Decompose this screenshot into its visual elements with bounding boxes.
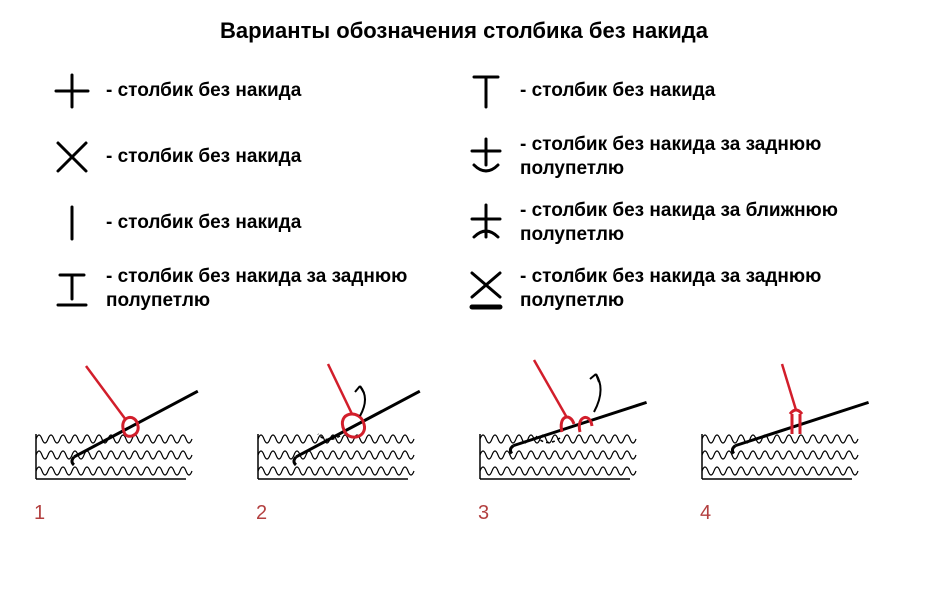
legend-row: - столбик без накида за заднюю полупетлю xyxy=(464,128,878,186)
symbol-t_under-icon xyxy=(50,267,94,311)
legend-label: - столбик без накида за заднюю полупетлю xyxy=(520,133,878,181)
legend-label: - столбик без накида за заднюю полупетлю xyxy=(520,265,878,313)
legend-row: - столбик без накида xyxy=(50,194,464,252)
legend-label: - столбик без накида за ближнюю полупетл… xyxy=(520,199,878,247)
step-1: 1 xyxy=(26,346,236,525)
legend-label: - столбик без накида xyxy=(106,211,301,235)
legend-label: - столбик без накида за заднюю полупетлю xyxy=(106,265,464,313)
step-number: 2 xyxy=(248,496,458,525)
step-4: 4 xyxy=(692,346,902,525)
legend-label: - столбик без накида xyxy=(106,145,301,169)
step-3: 3 xyxy=(470,346,680,525)
legend-row: - столбик без накида xyxy=(50,128,464,186)
steps-row: 1 2 3 4 xyxy=(0,326,928,525)
legend-label: - столбик без накида xyxy=(106,79,301,103)
legend-row: - столбик без накида за заднюю полупетлю xyxy=(50,260,464,318)
step-number: 3 xyxy=(470,496,680,525)
legend: - столбик без накида - столбик без накид… xyxy=(0,54,928,326)
legend-row: - столбик без накида за ближнюю полупетл… xyxy=(464,194,878,252)
legend-row: - столбик без накида за заднюю полупетлю xyxy=(464,260,878,318)
symbol-T-icon xyxy=(464,69,508,113)
symbol-plus_arc_down-icon xyxy=(464,135,508,179)
legend-row: - столбик без накида xyxy=(50,62,464,120)
symbol-x_under-icon xyxy=(464,267,508,311)
symbol-bar-icon xyxy=(50,201,94,245)
legend-label: - столбик без накида xyxy=(520,79,715,103)
legend-col-left: - столбик без накида - столбик без накид… xyxy=(50,54,464,326)
symbol-x-icon xyxy=(50,135,94,179)
step-number: 1 xyxy=(26,496,236,525)
symbol-plus-icon xyxy=(50,69,94,113)
page-title: Варианты обозначения столбика без накида xyxy=(0,0,928,54)
symbol-plus_arc_up-icon xyxy=(464,201,508,245)
step-2: 2 xyxy=(248,346,458,525)
step-number: 4 xyxy=(692,496,902,525)
legend-col-right: - столбик без накида - столбик без накид… xyxy=(464,54,878,326)
legend-row: - столбик без накида xyxy=(464,62,878,120)
